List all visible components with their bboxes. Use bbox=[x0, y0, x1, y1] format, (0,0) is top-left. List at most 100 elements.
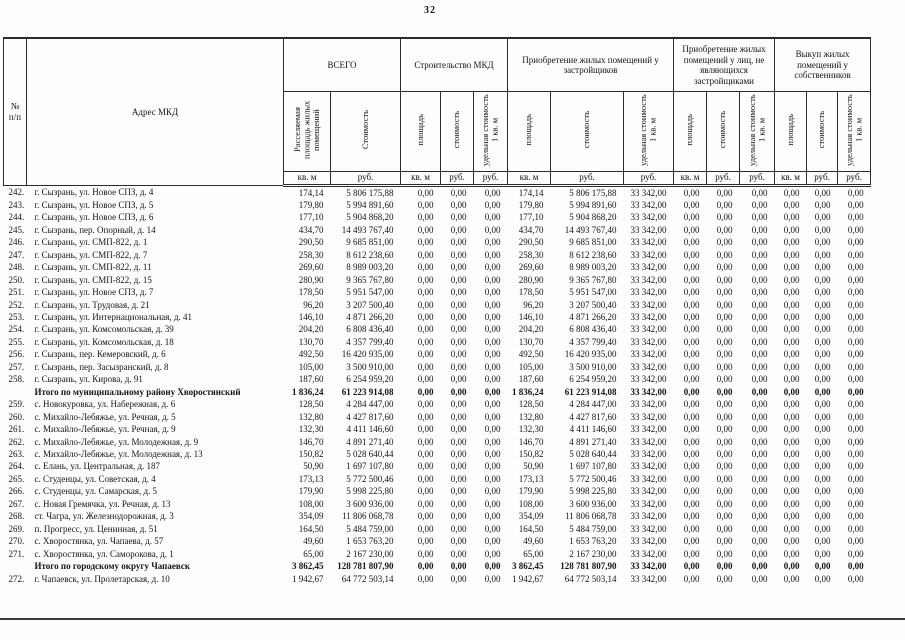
address-cell: г. Сызрань, пер. Кемеровский, д. 6 bbox=[34, 349, 166, 360]
value-cell: 0,00 bbox=[450, 374, 467, 385]
table-row: 259. с. Новокуровка, ул. Набережная, д. 6… bbox=[4, 398, 871, 410]
table-row: 261. с. Михайло-Лебяжье, ул. Речная, д. 9… bbox=[4, 423, 871, 435]
value-cell: 4 427 817,60 bbox=[569, 411, 617, 422]
value-cell: 33 342,00 bbox=[630, 274, 667, 285]
value-cell: 0,00 bbox=[450, 237, 467, 248]
value-cell: 0,00 bbox=[751, 411, 768, 422]
value-cell: 128,50 bbox=[518, 399, 544, 410]
value-cell: 33 342,00 bbox=[630, 199, 667, 210]
value-cell: 33 342,00 bbox=[630, 511, 667, 522]
value-cell: 0,00 bbox=[683, 287, 700, 298]
value-cell: 0,00 bbox=[783, 461, 800, 472]
value-cell: 0,00 bbox=[716, 386, 733, 397]
value-cell: 0,00 bbox=[847, 274, 864, 285]
value-cell: 0,00 bbox=[847, 212, 864, 223]
value-cell: 0,00 bbox=[716, 399, 733, 410]
value-cell: 0,00 bbox=[751, 336, 768, 347]
value-cell: 0,00 bbox=[814, 224, 831, 235]
value-cell: 0,00 bbox=[417, 561, 434, 572]
value-cell: 0,00 bbox=[417, 237, 434, 248]
page-bottom-rule bbox=[0, 618, 905, 620]
table-row: 269. п. Прогресс, ул. Ценинная, д. 51 164,… bbox=[4, 523, 871, 535]
row-number-cell: 244. bbox=[8, 212, 25, 223]
value-cell: 0,00 bbox=[814, 349, 831, 360]
value-cell: 258,30 bbox=[298, 249, 324, 260]
value-cell: 16 420 935,00 bbox=[341, 349, 394, 360]
subheader-label: удельная стоимость 1 кв. м bbox=[638, 94, 658, 166]
subheader-label: площадь bbox=[784, 114, 795, 146]
value-cell: 179,80 bbox=[298, 199, 324, 210]
value-cell: 0,00 bbox=[484, 486, 501, 497]
value-cell: 0,00 bbox=[484, 262, 501, 273]
value-cell: 0,00 bbox=[417, 473, 434, 484]
table-header: № п/п Адрес МКД ВСЕГО Строительство МКД … bbox=[3, 37, 872, 187]
value-cell: 179,90 bbox=[298, 486, 324, 497]
value-cell: 5 951 547,00 bbox=[569, 287, 617, 298]
value-cell: 0,00 bbox=[417, 187, 434, 198]
value-cell: 0,00 bbox=[783, 287, 800, 298]
row-number-cell: 256. bbox=[8, 349, 25, 360]
value-cell: 5 998 225,80 bbox=[569, 486, 617, 497]
value-cell: 0,00 bbox=[450, 224, 467, 235]
value-cell: 290,50 bbox=[518, 237, 544, 248]
unit-cell: руб. bbox=[706, 170, 741, 187]
value-cell: 0,00 bbox=[751, 212, 768, 223]
value-cell: 0,00 bbox=[417, 486, 434, 497]
value-cell: 0,00 bbox=[683, 411, 700, 422]
value-cell: 0,00 bbox=[751, 523, 768, 534]
table-row: 253. г. Сызрань, ул. Интернациональная, д… bbox=[4, 311, 871, 323]
value-cell: 33 342,00 bbox=[630, 212, 667, 223]
value-cell: 0,00 bbox=[417, 449, 434, 460]
group-header-total: ВСЕГО bbox=[282, 37, 402, 92]
group-header-construction: Строительство МКД bbox=[400, 37, 509, 92]
value-cell: 0,00 bbox=[683, 449, 700, 460]
value-cell: 9 365 767,80 bbox=[346, 274, 394, 285]
value-cell: 0,00 bbox=[751, 449, 768, 460]
value-cell: 0,00 bbox=[814, 411, 831, 422]
value-cell: 0,00 bbox=[683, 386, 700, 397]
value-cell: 0,00 bbox=[450, 262, 467, 273]
value-cell: 0,00 bbox=[683, 299, 700, 310]
value-cell: 164,50 bbox=[518, 523, 544, 534]
value-cell: 0,00 bbox=[716, 237, 733, 248]
value-cell: 33 342,00 bbox=[630, 361, 667, 372]
unit-cell: руб. bbox=[739, 170, 776, 187]
value-cell: 0,00 bbox=[847, 548, 864, 559]
row-number-cell: 265. bbox=[8, 473, 25, 484]
value-cell: 0,00 bbox=[484, 336, 501, 347]
value-cell: 130,70 bbox=[298, 336, 324, 347]
address-cell: с. Михайло-Лебяжье, ул. Речная, д. 5 bbox=[34, 411, 176, 422]
value-cell: 33 342,00 bbox=[630, 473, 667, 484]
value-cell: 0,00 bbox=[814, 324, 831, 335]
address-cell: г. Сызрань, ул. СМП-822, д. 7 bbox=[34, 249, 148, 260]
subheader-label: удельная стоимость 1 кв. м bbox=[746, 94, 767, 166]
row-number-cell: 260. bbox=[8, 411, 25, 422]
table-row: 245. г. Сызрань, пер. Опорный, д. 14 434,7… bbox=[4, 224, 871, 236]
value-cell: 33 342,00 bbox=[630, 312, 667, 323]
value-cell: 0,00 bbox=[450, 212, 467, 223]
value-cell: 0,00 bbox=[783, 274, 800, 285]
value-cell: 1 697 107,80 bbox=[569, 461, 617, 472]
row-number-cell: 270. bbox=[8, 536, 25, 547]
value-cell: 0,00 bbox=[450, 548, 467, 559]
address-cell: Итого по городскому округу Чапаевск bbox=[34, 561, 191, 572]
value-cell: 0,00 bbox=[814, 486, 831, 497]
value-cell: 0,00 bbox=[716, 324, 733, 335]
table-row: 264. с. Елань, ул. Центральная, д. 187 50,… bbox=[4, 460, 871, 472]
value-cell: 0,00 bbox=[683, 523, 700, 534]
value-cell: 14 493 767,40 bbox=[341, 224, 394, 235]
value-cell: 173,13 bbox=[518, 473, 544, 484]
value-cell: 0,00 bbox=[751, 386, 768, 397]
value-cell: 8 612 238,60 bbox=[569, 249, 617, 260]
value-cell: 178,50 bbox=[298, 287, 324, 298]
row-number-cell: 271. bbox=[8, 548, 25, 559]
value-cell: 0,00 bbox=[847, 374, 864, 385]
value-cell: 0,00 bbox=[484, 573, 501, 584]
value-cell: 0,00 bbox=[847, 361, 864, 372]
row-number-cell: 246. bbox=[8, 237, 25, 248]
row-number-cell: 272. bbox=[8, 573, 25, 584]
value-cell: 0,00 bbox=[783, 312, 800, 323]
value-cell: 0,00 bbox=[683, 237, 700, 248]
value-cell: 5 806 175,88 bbox=[346, 187, 394, 198]
value-cell: 0,00 bbox=[683, 399, 700, 410]
